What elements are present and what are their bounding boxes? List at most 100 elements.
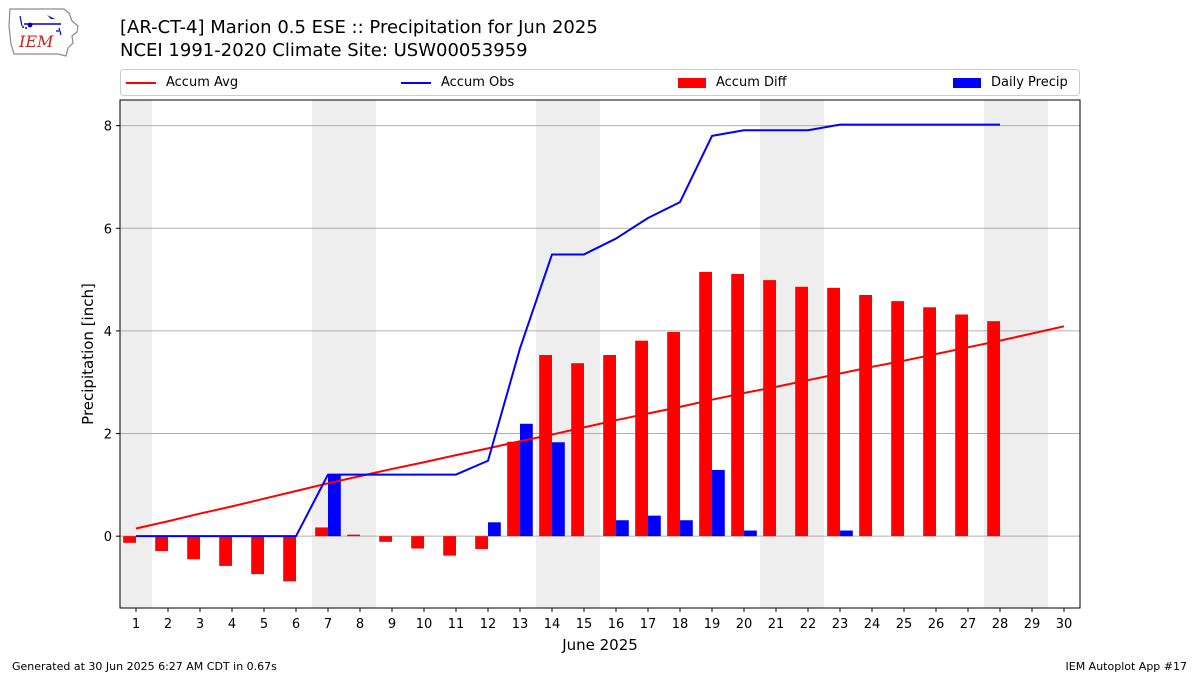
- bar-daily-precip: [616, 520, 629, 537]
- x-tick-label: 1: [132, 617, 140, 632]
- x-tick-label: 24: [864, 617, 881, 632]
- bar-accum-diff: [667, 331, 680, 537]
- bar-accum-diff: [571, 363, 584, 537]
- bar-accum-diff: [219, 536, 232, 566]
- bar-daily-precip: [712, 469, 725, 537]
- x-tick-label: 22: [800, 617, 817, 632]
- x-tick-label: 11: [448, 617, 465, 632]
- weekend-band: [120, 100, 152, 608]
- bar-accum-diff: [443, 536, 456, 556]
- bar-daily-precip: [328, 474, 341, 537]
- bar-accum-diff: [123, 536, 136, 543]
- bar-daily-precip: [520, 423, 533, 537]
- bar-daily-precip: [840, 530, 853, 537]
- bar-accum-diff: [955, 314, 968, 537]
- bar-accum-diff: [187, 536, 200, 560]
- legend-swatch: [678, 77, 706, 88]
- bar-accum-diff: [923, 307, 936, 537]
- x-tick-label: 10: [416, 617, 433, 632]
- y-tick-label: 6: [104, 222, 112, 237]
- bar-daily-precip: [488, 522, 501, 537]
- bar-accum-diff: [475, 536, 488, 549]
- x-tick-label: 13: [512, 617, 529, 632]
- line-accum-avg: [135, 325, 1065, 530]
- footer-generated: Generated at 30 Jun 2025 6:27 AM CDT in …: [12, 660, 277, 673]
- plot-frame: [119, 99, 1081, 609]
- bar-accum-diff: [539, 355, 552, 537]
- x-tick-label: 7: [324, 617, 332, 632]
- footer-app: IEM Autoplot App #17: [1065, 660, 1188, 673]
- x-tick-label: 4: [228, 617, 236, 632]
- bar-accum-diff: [763, 280, 776, 537]
- weekend-band: [1016, 100, 1048, 608]
- bar-daily-precip: [552, 442, 565, 537]
- bar-accum-diff: [603, 355, 616, 537]
- x-tick-label: 30: [1056, 617, 1073, 632]
- legend-label: Daily Precip: [991, 75, 1068, 90]
- legend-label: Accum Obs: [441, 75, 515, 90]
- y-tick-label: 4: [104, 325, 112, 340]
- legend-swatch: [401, 81, 431, 84]
- line-accum-obs: [136, 123, 1000, 538]
- bar-accum-diff: [635, 340, 648, 537]
- x-tick-label: 28: [992, 617, 1009, 632]
- iem-iowa-logo-icon: IEM: [8, 8, 79, 57]
- legend-label: Accum Avg: [166, 75, 239, 90]
- x-tick-label: 26: [928, 617, 945, 632]
- x-tick-label: 2: [164, 617, 172, 632]
- legend-item-accum-obs: Accum Obs: [401, 70, 514, 95]
- gridlines: [120, 125, 1080, 537]
- bar-accum-diff: [379, 536, 392, 542]
- legend-item-daily-precip: Daily Precip: [953, 70, 1068, 95]
- legend-swatch: [126, 81, 156, 84]
- bars: [123, 271, 1000, 582]
- legend: Accum Avg Accum Obs Accum Diff Daily Pre…: [120, 69, 1080, 96]
- bar-daily-precip: [648, 515, 661, 537]
- x-axis-label: June 2025: [561, 636, 638, 654]
- x-tick-label: 27: [960, 617, 977, 632]
- y-tick-label: 2: [104, 428, 112, 443]
- bar-accum-diff: [795, 286, 808, 537]
- chart-title: [AR-CT-4] Marion 0.5 ESE :: Precipitatio…: [120, 17, 598, 38]
- x-tick-label: 8: [356, 617, 364, 632]
- x-tick-label: 20: [736, 617, 753, 632]
- y-axis-label: Precipitation [inch]: [79, 283, 97, 425]
- legend-item-accum-diff: Accum Diff: [678, 70, 787, 95]
- x-tick-label: 25: [896, 617, 913, 632]
- x-tick-label: 14: [544, 617, 561, 632]
- bar-accum-diff: [859, 294, 872, 537]
- bar-accum-diff: [827, 287, 840, 537]
- x-tick-label: 23: [832, 617, 849, 632]
- bar-accum-diff: [283, 536, 296, 582]
- x-tick-label: 5: [260, 617, 268, 632]
- x-tick-label: 18: [672, 617, 689, 632]
- x-tick-label: 29: [1024, 617, 1041, 632]
- x-tick-label: 15: [576, 617, 593, 632]
- bar-accum-diff: [731, 273, 744, 537]
- legend-item-accum-avg: Accum Avg: [126, 70, 238, 95]
- lines: [135, 123, 1065, 538]
- bar-accum-diff: [411, 536, 424, 549]
- iem-logo: IEM: [6, 4, 84, 64]
- legend-label: Accum Diff: [716, 75, 787, 90]
- x-tick-label: 9: [388, 617, 396, 632]
- x-tick-label: 12: [480, 617, 497, 632]
- bar-daily-precip: [744, 530, 757, 537]
- bar-accum-diff: [251, 536, 264, 575]
- bar-accum-diff: [699, 271, 712, 537]
- x-tick-label: 21: [768, 617, 785, 632]
- y-tick-label: 0: [104, 530, 112, 545]
- x-tick-label: 3: [196, 617, 204, 632]
- chart-subtitle: NCEI 1991-2020 Climate Site: USW00053959: [120, 40, 528, 61]
- weekend-band: [344, 100, 376, 608]
- x-tick-label: 19: [704, 617, 721, 632]
- bar-accum-diff: [315, 527, 328, 537]
- x-tick-label: 17: [640, 617, 657, 632]
- bar-accum-diff: [155, 536, 168, 552]
- bar-accum-diff: [891, 301, 904, 537]
- logo-text: IEM: [18, 32, 54, 51]
- bar-accum-diff: [347, 534, 360, 537]
